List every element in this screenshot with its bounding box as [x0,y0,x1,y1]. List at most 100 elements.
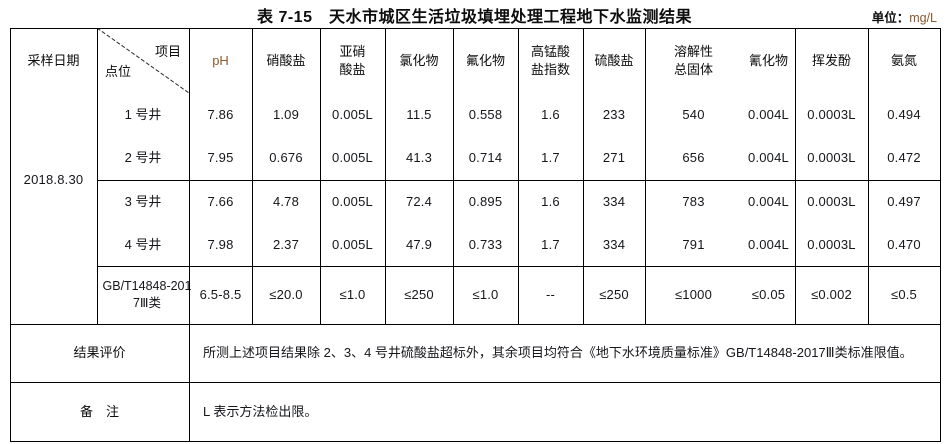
grid-line [645,28,646,325]
col-header-permanganate-index: 高锰酸盐指数 [518,28,583,93]
cell-std-phenol: ≤0.002 [811,287,852,303]
cell-well1-permanganate: 1.6 [541,106,560,122]
grid-line [795,28,796,325]
cell-std-fluoride: ≤1.0 [472,287,499,303]
cell-well2-sulfate: 271 [602,150,626,166]
grid-line [10,441,941,442]
cell-well3-phenol: 0.0003L [807,193,856,209]
monitoring-table: 采样日期 项目 点位 pH 硝酸盐 亚硝酸盐 氯化物 氟化物 高锰酸盐指数 硫酸… [10,28,941,442]
corner-cell: 项目 点位 [97,28,189,93]
cell-well1-cyanide: 0.004L [748,106,789,122]
cell-well4-sulfate: 334 [602,236,626,252]
grid-line [385,28,386,325]
cell-well1-sulfate: 233 [602,106,626,122]
cell-std-permanganate: -- [545,287,556,303]
corner-site-label: 点位 [105,64,132,79]
cell-std-cyanide: ≤0.05 [751,287,786,303]
col-header-cyanide: 氰化物 [748,52,788,68]
row-label-well-4: 4 号井 [124,236,162,252]
col-header-ammonia: 氨氮 [890,52,917,68]
row-label-gb-standard: GB/T14848-2017Ⅲ类 [102,279,192,310]
cell-well2-chloride: 41.3 [405,150,433,166]
col-header-nitrite-text: 亚硝酸盐 [339,43,366,77]
grid-line [320,28,321,325]
col-header-volatile-phenol: 挥发酚 [811,52,851,68]
cell-well1-fluoride: 0.558 [468,106,503,122]
row-label-well-3: 3 号井 [124,193,162,209]
col-header-nitrite: 亚硝酸盐 [320,28,385,93]
grid-line [10,324,941,325]
diagonal-line [97,28,189,93]
col-header-permanganate-text: 高锰酸盐指数 [530,43,570,77]
row-label-well-2: 2 号井 [124,150,162,166]
cell-well2-fluoride: 0.714 [468,150,503,166]
cell-well4-permanganate: 1.7 [541,236,560,252]
cell-std-ammonia: ≤0.5 [890,287,917,303]
grid-line [10,382,941,383]
cell-std-tds: ≤1000 [674,287,713,303]
cell-well4-ph: 7.98 [207,236,234,252]
cell-well3-sulfate: 334 [602,193,626,209]
grid-line [583,28,584,325]
cell-std-chloride: ≤250 [404,287,434,303]
unit-prefix: 单位： [871,11,910,25]
cell-well4-ammonia: 0.470 [887,236,921,252]
cell-well2-permanganate: 1.7 [541,150,560,166]
cell-well3-ph: 7.66 [207,193,234,209]
grid-line [97,28,98,325]
cell-well1-nitrate: 1.09 [272,106,300,122]
cell-well2-phenol: 0.0003L [807,150,856,166]
col-header-chloride: 氯化物 [399,52,439,68]
cell-well3-ammonia: 0.497 [887,193,921,209]
grid-line [10,28,11,442]
cell-well1-ph: 7.86 [207,106,234,122]
cell-well4-fluoride: 0.733 [468,236,503,252]
result-evaluation-label: 结果评价 [73,345,126,361]
grid-line [252,28,253,325]
grid-line [10,28,941,29]
grid-line [940,28,941,442]
grid-line [189,28,190,442]
row-label-well-1: 1 号井 [124,106,162,122]
grid-line [97,180,941,181]
cell-well4-cyanide: 0.004L [748,236,789,252]
cell-well3-permanganate: 1.6 [541,193,560,209]
cell-well1-ammonia: 0.494 [887,106,921,122]
cell-well4-nitrate: 2.37 [272,236,300,252]
cell-well3-nitrite: 0.005L [332,193,373,209]
cell-well1-phenol: 0.0003L [807,106,856,122]
table-title: 表 7-15 天水市城区生活垃圾填埋处理工程地下水监测结果 [257,9,692,26]
remark-label: 备 注 [79,403,119,419]
cell-well2-ammonia: 0.472 [887,150,921,166]
col-header-nitrate: 硝酸盐 [266,52,306,68]
col-header-sulfate: 硫酸盐 [594,52,634,68]
cell-well3-chloride: 72.4 [405,193,433,209]
cell-well3-tds: 783 [682,193,705,209]
grid-line [518,28,519,325]
remark-text: L 表示方法检出限。 [203,403,318,419]
cell-well2-nitrite: 0.005L [332,150,373,166]
col-header-fluoride: 氟化物 [465,52,505,68]
sampling-date-value: 2018.8.30 [23,171,84,187]
cell-std-ph: 6.5-8.5 [199,287,242,303]
cell-std-nitrate: ≤20.0 [269,287,303,303]
cell-well4-nitrite: 0.005L [332,236,373,252]
cell-well3-cyanide: 0.004L [748,193,789,209]
col-header-tds: 溶解性总固体 [645,28,742,93]
result-evaluation-text: 所测上述项目结果除 2、3、4 号井硫酸盐超标外，其余项目均符合《地下水环境质量… [203,345,913,361]
cell-well2-ph: 7.95 [207,150,234,166]
unit-label: 单位：mg/L [872,7,937,26]
grid-line [97,266,941,267]
grid-line [453,28,454,325]
col-header-ph: pH [212,52,229,68]
col-header-tds-text: 溶解性总固体 [673,43,713,77]
cell-well2-cyanide: 0.004L [748,150,789,166]
cell-well1-chloride: 11.5 [406,106,432,122]
cell-well1-nitrite: 0.005L [332,106,373,122]
cell-well4-tds: 791 [682,236,705,252]
cell-well4-phenol: 0.0003L [807,236,856,252]
cell-std-sulfate: ≤250 [599,287,629,303]
cell-well2-tds: 656 [682,150,705,166]
cell-well3-nitrate: 4.78 [272,193,300,209]
corner-project-label: 项目 [154,44,181,59]
